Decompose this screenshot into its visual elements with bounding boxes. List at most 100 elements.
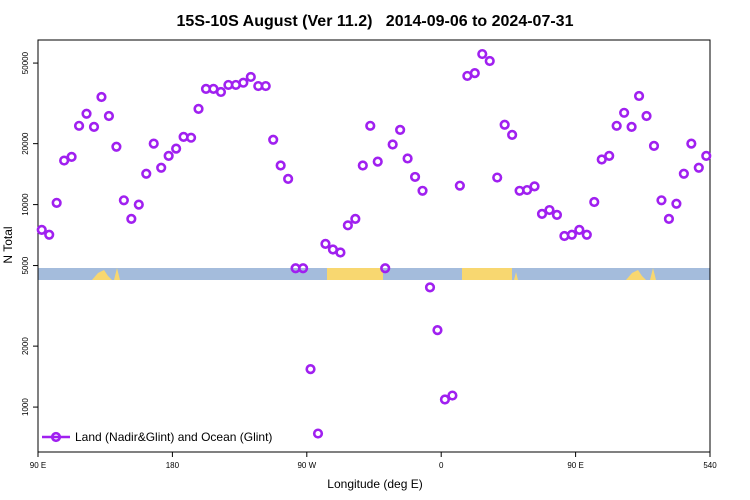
data-point [260, 80, 271, 92]
data-point [163, 150, 174, 161]
data-point [387, 139, 398, 150]
land-patch [114, 268, 120, 280]
data-point [648, 140, 660, 151]
data-point [111, 141, 122, 152]
data-point [589, 196, 600, 208]
land-patch [514, 272, 518, 280]
data-point [432, 324, 443, 336]
data-point [171, 143, 182, 154]
land-patch [92, 270, 112, 280]
data-point [641, 110, 652, 122]
data-point [611, 120, 622, 131]
data-point [320, 238, 331, 249]
legend-marker [50, 431, 62, 443]
chart-title: 15S-10S August (Ver 11.2) 2014-09-06 to … [177, 13, 574, 30]
y-tick-label: 1000 [21, 398, 30, 416]
data-point [536, 208, 548, 219]
y-tick-label: 5000 [21, 256, 30, 274]
data-point [521, 184, 533, 196]
data-point [402, 153, 413, 164]
data-point [663, 213, 675, 224]
data-point [626, 121, 637, 132]
data-point [141, 168, 152, 179]
data-point [148, 138, 159, 149]
data-point [380, 263, 391, 274]
data-point [544, 204, 555, 216]
data-point [424, 282, 436, 293]
data-point [335, 247, 346, 258]
land-patch [650, 268, 656, 280]
land-patch [626, 270, 646, 280]
x-tick-label: 90 W [297, 461, 316, 470]
data-point [484, 55, 495, 67]
data-point [312, 428, 324, 439]
x-axis-label: Longitude (deg E) [327, 477, 422, 491]
land-patch [462, 268, 512, 280]
data-point [499, 119, 510, 130]
data-point [59, 155, 70, 166]
data-point [477, 48, 488, 60]
data-point [604, 150, 615, 161]
data-point [350, 213, 361, 224]
data-point [633, 90, 645, 102]
data-point [417, 185, 428, 196]
x-tick-label: 540 [703, 461, 717, 470]
data-point [365, 120, 376, 131]
data-point [238, 77, 249, 88]
x-tick-label: 0 [439, 461, 444, 470]
data-point [342, 220, 353, 231]
data-point [283, 173, 294, 184]
data-point [268, 134, 279, 145]
data-point [357, 160, 368, 171]
data-point [469, 68, 480, 79]
data-point [156, 162, 167, 173]
data-point [245, 71, 256, 83]
data-point [51, 197, 62, 208]
data-point [185, 132, 197, 143]
data-point [619, 107, 630, 118]
data-point [73, 120, 85, 131]
data-point [44, 229, 55, 240]
x-tick-label: 90 E [567, 461, 583, 470]
data-point [678, 168, 689, 179]
data-point [395, 124, 406, 135]
data-point [103, 110, 115, 122]
data-point [507, 129, 518, 140]
data-point [88, 121, 100, 132]
y-tick-label: 50000 [21, 51, 30, 74]
data-point [305, 364, 316, 375]
data-point [454, 180, 465, 191]
data-point [596, 154, 607, 165]
data-point [581, 229, 592, 240]
data-point [193, 103, 204, 114]
y-tick-label: 10000 [21, 193, 30, 216]
y-axis-label: N Total [1, 226, 15, 263]
surface-band [38, 268, 710, 280]
data-point [529, 181, 540, 192]
data-point [36, 224, 47, 235]
y-tick-label: 2000 [21, 337, 30, 355]
data-point [701, 150, 712, 161]
data-point [686, 138, 697, 149]
data-point [297, 263, 309, 274]
data-point [574, 224, 585, 235]
data-point [447, 390, 458, 401]
plot-frame [37, 39, 711, 453]
data-point [671, 198, 682, 209]
data-point [81, 108, 92, 119]
data-point [275, 160, 286, 171]
data-point [656, 195, 667, 206]
data-point [126, 213, 137, 224]
legend-label: Land (Nadir&Glint) and Ocean (Glint) [75, 430, 272, 444]
y-tick-label: 20000 [21, 132, 30, 155]
data-point [118, 195, 129, 206]
data-point [215, 86, 227, 98]
land-patch [327, 268, 383, 280]
data-point [566, 229, 577, 240]
data-point [409, 171, 421, 183]
data-point [66, 151, 77, 163]
data-point [439, 394, 451, 405]
x-tick-label: 180 [166, 461, 180, 470]
data-point [372, 156, 383, 167]
